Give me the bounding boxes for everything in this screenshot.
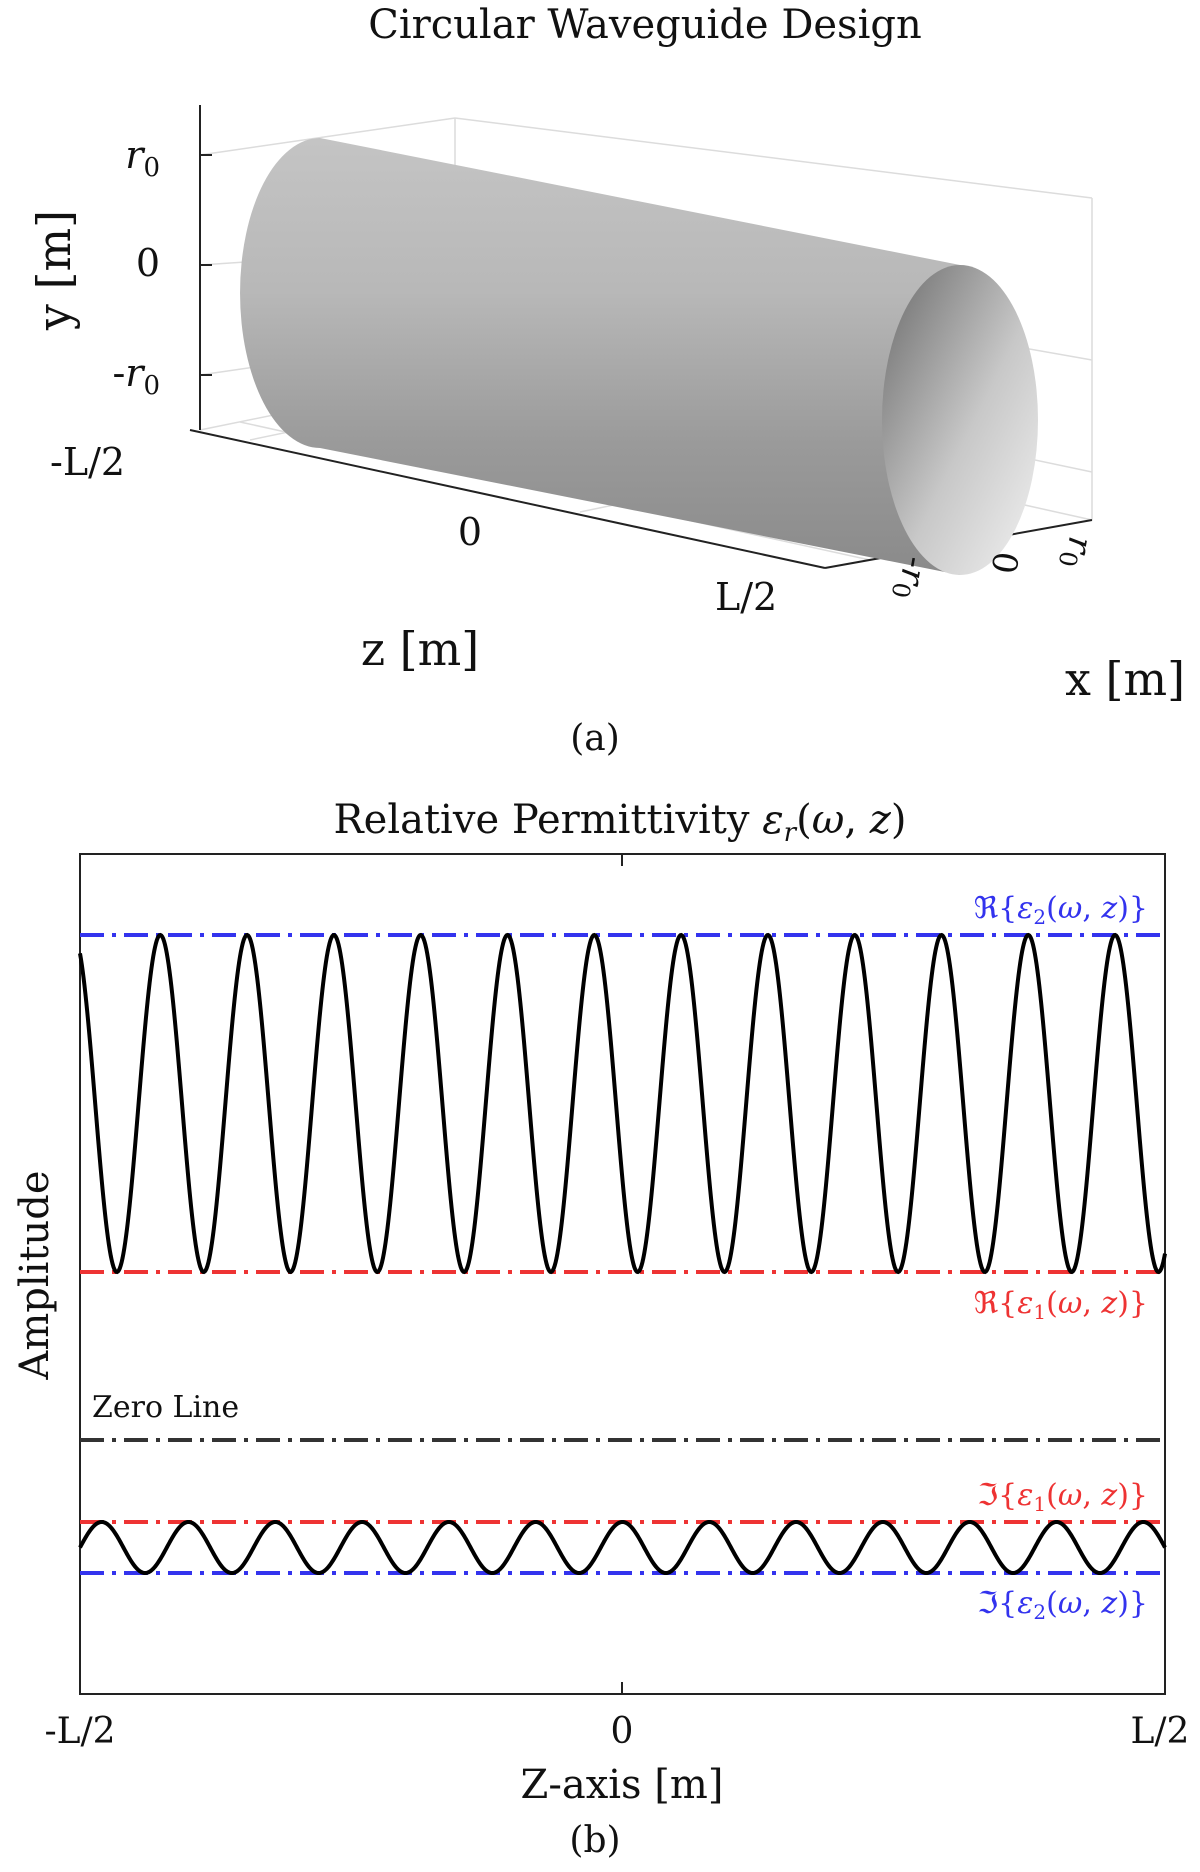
waveguide-end-cap — [882, 265, 1038, 575]
waveguide-cylinder — [240, 138, 1038, 575]
panel-a-title: Circular Waveguide Design — [368, 2, 922, 48]
label-re-eps1: ℜ{ε1(ω, z)} — [974, 1286, 1148, 1324]
panel-a-caption: (a) — [570, 718, 620, 759]
x-tick-right: L/2 — [1131, 1711, 1190, 1752]
x-tick-center: 0 — [611, 1711, 634, 1752]
panel-b-xlabel: Z-axis [m] — [521, 1762, 724, 1808]
panel-b-caption: (b) — [569, 1820, 620, 1861]
series-real-part — [78, 932, 1167, 1275]
panel-b: Relative Permittivity εr(ω, z) ℜ{ε2(ω, z… — [12, 797, 1189, 1861]
y-tick-r0: r0 — [125, 133, 160, 183]
panel-a-zlabel: z [m] — [361, 622, 479, 676]
panel-b-title: Relative Permittivity εr(ω, z) — [334, 797, 907, 848]
z-tick-pos-half: L/2 — [715, 575, 777, 619]
label-re-eps2: ℜ{ε2(ω, z)} — [974, 891, 1148, 929]
label-im-eps2: ℑ{ε2(ω, z)} — [977, 1586, 1148, 1624]
x-tick-zero: 0 — [982, 548, 1025, 576]
y-tick-zero: 0 — [136, 241, 160, 285]
z-tick-zero: 0 — [458, 510, 482, 554]
label-zero-line: Zero Line — [92, 1390, 239, 1425]
panel-b-ylabel: Amplitude — [12, 1170, 58, 1380]
panel-a: Circular Waveguide Design — [27, 2, 1185, 759]
z-tick-neg-half: -L/2 — [50, 440, 125, 484]
x-tick-r0: r0 — [1053, 533, 1101, 572]
series-imag-part — [78, 1519, 1167, 1576]
x-tick-left: -L/2 — [44, 1711, 115, 1752]
y-tick-neg-r0: -r0 — [112, 351, 160, 401]
label-im-eps1: ℑ{ε1(ω, z)} — [977, 1478, 1148, 1516]
panel-a-xlabel: x [m] — [1065, 652, 1185, 706]
panel-a-ylabel: y [m] — [27, 210, 81, 331]
